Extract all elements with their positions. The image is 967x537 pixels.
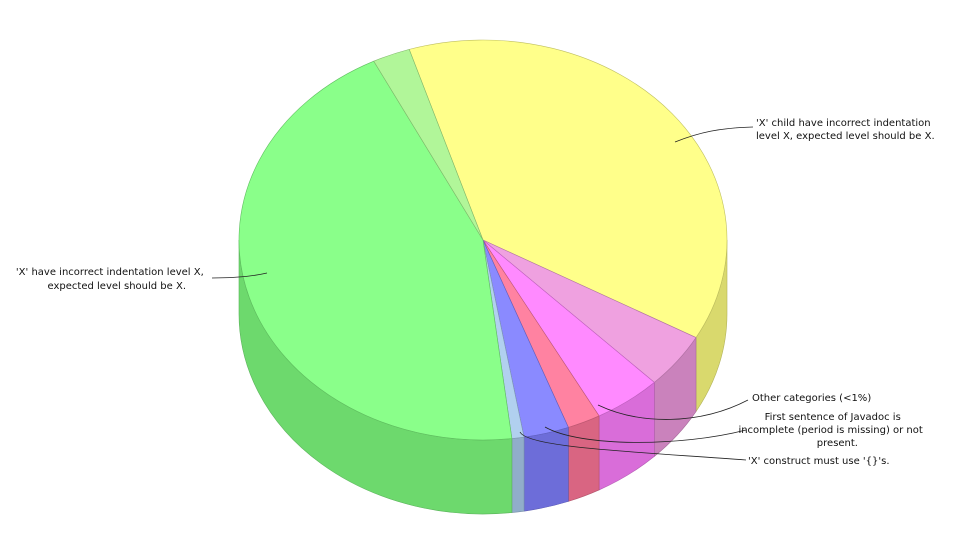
label-indentation: 'X' have incorrect indentation level X, … [16, 267, 207, 292]
pie-slice-0 [408, 39, 728, 338]
label-other-categories: Other categories (<1%) [752, 393, 871, 404]
label-construct-braces: 'X' construct must use '{}'s. [748, 456, 890, 467]
pie-side-5 [511, 436, 525, 513]
label-construct-braces-line1: 'X' construct must use '{}'s. [748, 456, 890, 467]
leader-line-child-indentation [674, 126, 754, 143]
leader-line-other-categories [597, 399, 749, 420]
leader-line-indentation [211, 272, 268, 279]
pie-labels: 'X' child have incorrect indentation lev… [16, 118, 935, 467]
leader-line-javadoc [544, 426, 747, 443]
label-other-categories-line1: Other categories (<1%) [752, 393, 871, 404]
pie-top-slices [238, 39, 728, 441]
pie-slice-6 [238, 60, 513, 441]
label-indentation-line1: 'X' have incorrect indentation level X, [16, 267, 204, 278]
label-child-indentation-line2: level X, expected level should be X. [756, 131, 935, 142]
label-indentation-line2: expected level should be X. [48, 281, 186, 292]
label-javadoc-line3: present. [817, 438, 858, 449]
label-javadoc-line2: incomplete (period is missing) or not [738, 425, 922, 436]
pie-side-4 [523, 426, 569, 512]
label-child-indentation: 'X' child have incorrect indentation lev… [756, 118, 935, 142]
pie-slice-7 [373, 49, 484, 241]
label-child-indentation-line1: 'X' child have incorrect indentation [756, 118, 931, 129]
pie-side-3 [568, 415, 600, 502]
label-javadoc-line1: First sentence of Javadoc is [765, 412, 901, 423]
leader-line-construct-braces [519, 431, 747, 461]
label-javadoc: First sentence of Javadoc is incomplete … [738, 412, 926, 449]
